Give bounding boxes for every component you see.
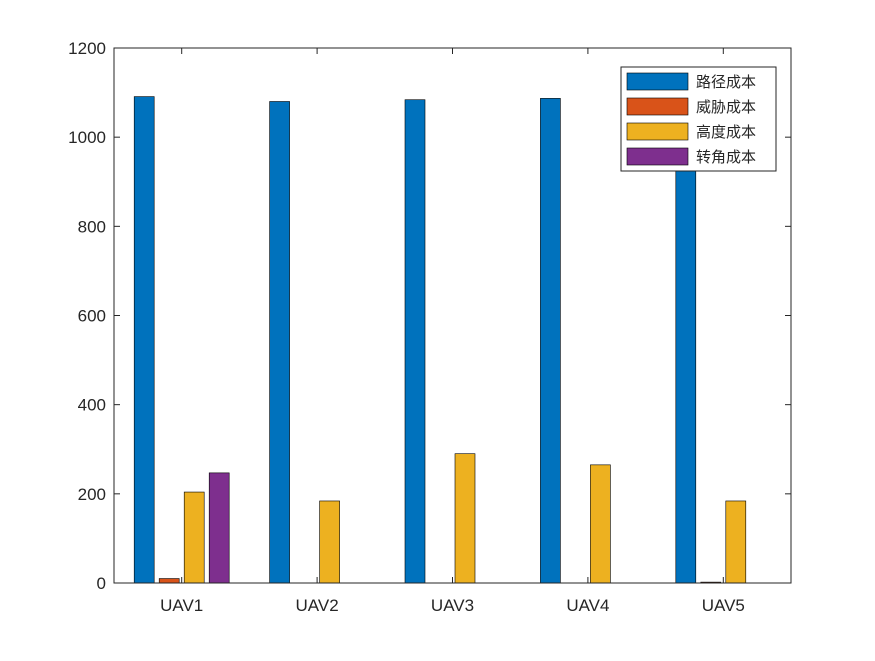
y-tick-label: 1000 (68, 128, 106, 147)
bar-uav1-series-2 (158, 578, 180, 584)
y-axis: 0 200 400 600 800 1000 1200 (68, 39, 791, 593)
legend-label-series-4: 转角成本 (696, 148, 756, 166)
bar-uav4-series-1 (540, 98, 561, 584)
y-tick-label: 0 (97, 574, 106, 593)
x-tick-label-uav5: UAV5 (702, 596, 745, 615)
legend-label-series-1: 路径成本 (696, 73, 756, 91)
legend-swatch-series-2 (626, 97, 689, 116)
bar-uav5-series-3 (725, 500, 747, 584)
bar-uav4-series-3 (590, 464, 611, 584)
legend-label-series-2: 威胁成本 (696, 98, 756, 116)
bars-group (133, 96, 747, 584)
y-tick-label: 200 (78, 485, 106, 504)
y-tick-label: 400 (78, 396, 106, 415)
y-tick-label: 1200 (68, 39, 106, 58)
x-axis: UAV1 UAV2 UAV3 UAV4 UAV5 (160, 48, 745, 615)
bar-uav2-series-1 (269, 101, 290, 584)
x-tick-label-uav2: UAV2 (296, 596, 339, 615)
bar-uav2-series-3 (319, 500, 340, 584)
bar-uav3-series-1 (404, 99, 426, 584)
y-tick-label: 800 (78, 217, 106, 236)
legend-swatch-series-4 (626, 147, 689, 166)
x-tick-label-uav1: UAV1 (160, 596, 203, 615)
bar-uav1-series-3 (183, 491, 205, 584)
legend-label-series-3: 高度成本 (696, 123, 756, 141)
bar-uav1-series-1 (133, 96, 155, 584)
x-tick-label-uav4: UAV4 (566, 596, 609, 615)
y-tick-label: 600 (78, 307, 106, 326)
bar-uav1-series-4 (208, 472, 230, 584)
legend-swatch-series-1 (626, 72, 689, 91)
bar-uav3-series-3 (454, 453, 476, 584)
bar-uav5-series-1 (675, 102, 697, 584)
legend-swatch-series-3 (626, 122, 689, 141)
x-tick-label-uav3: UAV3 (431, 596, 474, 615)
